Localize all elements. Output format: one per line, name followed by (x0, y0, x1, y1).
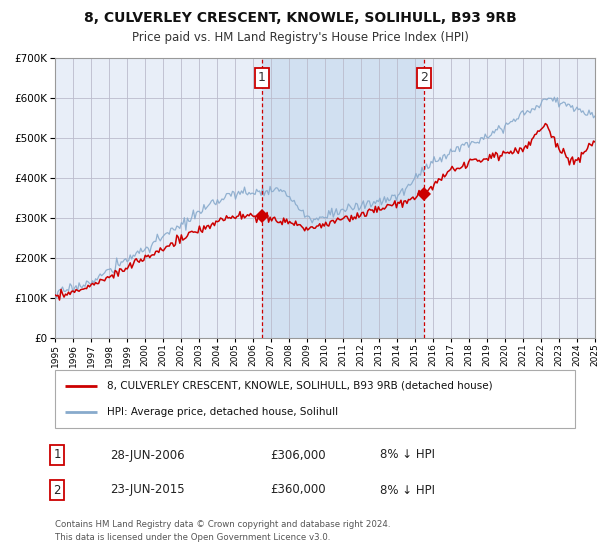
FancyBboxPatch shape (55, 370, 575, 428)
Text: 1: 1 (53, 449, 61, 461)
Text: 8% ↓ HPI: 8% ↓ HPI (380, 449, 435, 461)
Text: 8, CULVERLEY CRESCENT, KNOWLE, SOLIHULL, B93 9RB (detached house): 8, CULVERLEY CRESCENT, KNOWLE, SOLIHULL,… (107, 381, 493, 391)
Text: 1: 1 (258, 71, 266, 84)
Text: HPI: Average price, detached house, Solihull: HPI: Average price, detached house, Soli… (107, 407, 338, 417)
Text: 8, CULVERLEY CRESCENT, KNOWLE, SOLIHULL, B93 9RB: 8, CULVERLEY CRESCENT, KNOWLE, SOLIHULL,… (83, 11, 517, 25)
Text: £306,000: £306,000 (270, 449, 326, 461)
Text: 2: 2 (53, 483, 61, 497)
Text: 2: 2 (420, 71, 428, 84)
Bar (262, 58, 424, 338)
Text: 23-JUN-2015: 23-JUN-2015 (110, 483, 185, 497)
Text: Price paid vs. HM Land Registry's House Price Index (HPI): Price paid vs. HM Land Registry's House … (131, 31, 469, 44)
Text: Contains HM Land Registry data © Crown copyright and database right 2024.
This d: Contains HM Land Registry data © Crown c… (55, 520, 391, 542)
Text: £360,000: £360,000 (270, 483, 326, 497)
Text: 28-JUN-2006: 28-JUN-2006 (110, 449, 185, 461)
Text: 8% ↓ HPI: 8% ↓ HPI (380, 483, 435, 497)
